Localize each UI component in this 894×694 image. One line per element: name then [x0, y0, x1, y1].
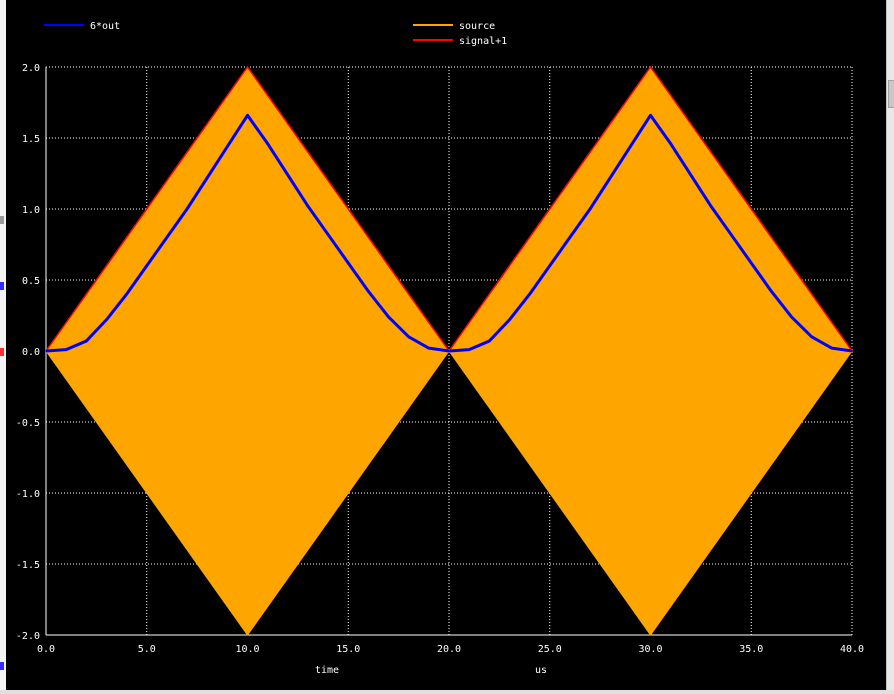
y-tick-label: 0.5 — [22, 276, 40, 287]
x-tick-label: 20.0 — [437, 644, 461, 655]
tick-labels: 0.0 5.0 10.0 15.0 20.0 25.0 30.0 35.0 40.0 2.0 1.5… — [16, 63, 864, 655]
x-tick-label: 25.0 — [538, 644, 562, 655]
x-tick-label: 0.0 — [37, 644, 55, 655]
strip-mark-red — [0, 348, 4, 356]
legend-label-source: source — [459, 21, 495, 32]
y-tick-label: 1.0 — [22, 205, 40, 216]
x-tick-label: 15.0 — [336, 644, 360, 655]
x-axis-label: time — [315, 665, 339, 676]
x-tick-label: 30.0 — [638, 644, 662, 655]
legend: 6*out source signal+1 — [44, 21, 507, 47]
legend-label-signal: signal+1 — [459, 36, 507, 47]
strip-mark-blue — [0, 282, 4, 290]
x-axis-unit: us — [535, 665, 547, 676]
y-tick-label: -1.5 — [16, 560, 40, 571]
y-tick-label: -1.0 — [16, 489, 40, 500]
y-tick-label: 0.0 — [22, 347, 40, 358]
y-tick-label: 1.5 — [22, 134, 40, 145]
scroll-thumb[interactable] — [888, 80, 894, 108]
x-tick-label: 35.0 — [739, 644, 763, 655]
strip-mark-gray — [0, 216, 4, 224]
x-tick-label: 10.0 — [235, 644, 259, 655]
x-tick-label: 40.0 — [840, 644, 864, 655]
x-tick-label: 5.0 — [138, 644, 156, 655]
series-6-out — [45, 113, 853, 353]
strip-mark-blue-bottom — [0, 662, 4, 670]
y-tick-label: -2.0 — [16, 631, 40, 642]
series-layer — [45, 65, 853, 636]
y-tick-label: 2.0 — [22, 63, 40, 74]
bottom-edge — [0, 690, 894, 694]
y-tick-label: -0.5 — [16, 418, 40, 429]
legend-label-out: 6*out — [90, 21, 120, 32]
right-scrollbar[interactable] — [886, 0, 894, 694]
